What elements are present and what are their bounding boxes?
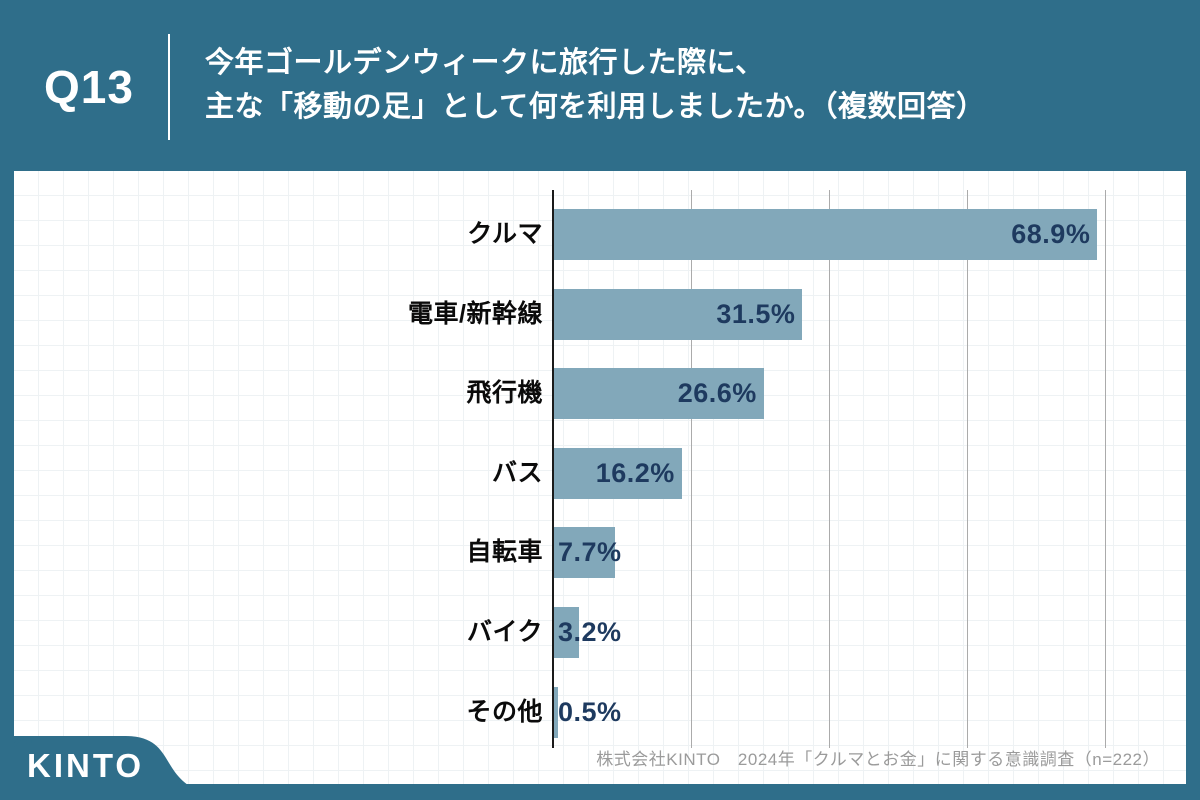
bar bbox=[554, 368, 764, 420]
chart-card: クルマ 68.9% 電車/新幹線 31.5% 飛行機 26.6% バス 16.2% 自転車 7.7… bbox=[14, 171, 1186, 800]
category-label: バス bbox=[491, 458, 543, 487]
y-axis-line bbox=[552, 190, 554, 748]
value-label: 16.2% bbox=[595, 457, 675, 488]
header-divider bbox=[168, 34, 170, 140]
logo-badge-shape bbox=[14, 736, 206, 800]
value-label: 26.6% bbox=[677, 378, 757, 409]
bar bbox=[554, 607, 580, 658]
category-label: 飛行機 bbox=[466, 379, 543, 408]
bar bbox=[554, 686, 558, 738]
category-label: 電車/新幹線 bbox=[408, 299, 543, 328]
value-label: 7.7% bbox=[558, 537, 622, 568]
gridline bbox=[691, 190, 692, 748]
category-label: その他 bbox=[466, 697, 543, 726]
header: Q13 今年ゴールデンウィークに旅行した際に、 主な「移動の足」として何を利用し… bbox=[0, 0, 1200, 171]
bar bbox=[554, 527, 615, 579]
value-label: 0.5% bbox=[558, 696, 622, 727]
category-label: バイク bbox=[466, 618, 543, 646]
question-text: 今年ゴールデンウィークに旅行した際に、 主な「移動の足」として何を利用しましたか… bbox=[205, 41, 986, 129]
gridline bbox=[1105, 190, 1106, 748]
bar bbox=[554, 209, 1098, 260]
source-citation: 株式会社KINTO 2024年「クルマとお金」に関する意識調査（n=222） bbox=[596, 750, 1160, 769]
category-label: 自転車 bbox=[466, 538, 543, 567]
category-label: クルマ bbox=[467, 220, 543, 248]
question-line-1: 今年ゴールデンウィークに旅行した際に、 bbox=[205, 47, 765, 79]
bar bbox=[554, 447, 682, 499]
bar bbox=[554, 288, 803, 340]
question-number: Q13 bbox=[44, 61, 134, 113]
kinto-logo-badge: KINTO bbox=[14, 736, 214, 800]
value-label: 3.2% bbox=[558, 617, 622, 647]
kinto-logo-text: KINTO bbox=[27, 747, 145, 784]
bar-chart: クルマ 68.9% 電車/新幹線 31.5% 飛行機 26.6% バス 16.2% 自転車 7.7… bbox=[14, 171, 1186, 784]
question-line-2: 主な「移動の足」として何を利用しましたか。（複数回答） bbox=[205, 91, 986, 123]
gridline bbox=[829, 190, 830, 748]
gridline bbox=[967, 190, 968, 748]
value-label: 68.9% bbox=[1011, 219, 1091, 249]
logo-swoosh-icon bbox=[14, 736, 32, 747]
value-label: 31.5% bbox=[716, 298, 796, 329]
